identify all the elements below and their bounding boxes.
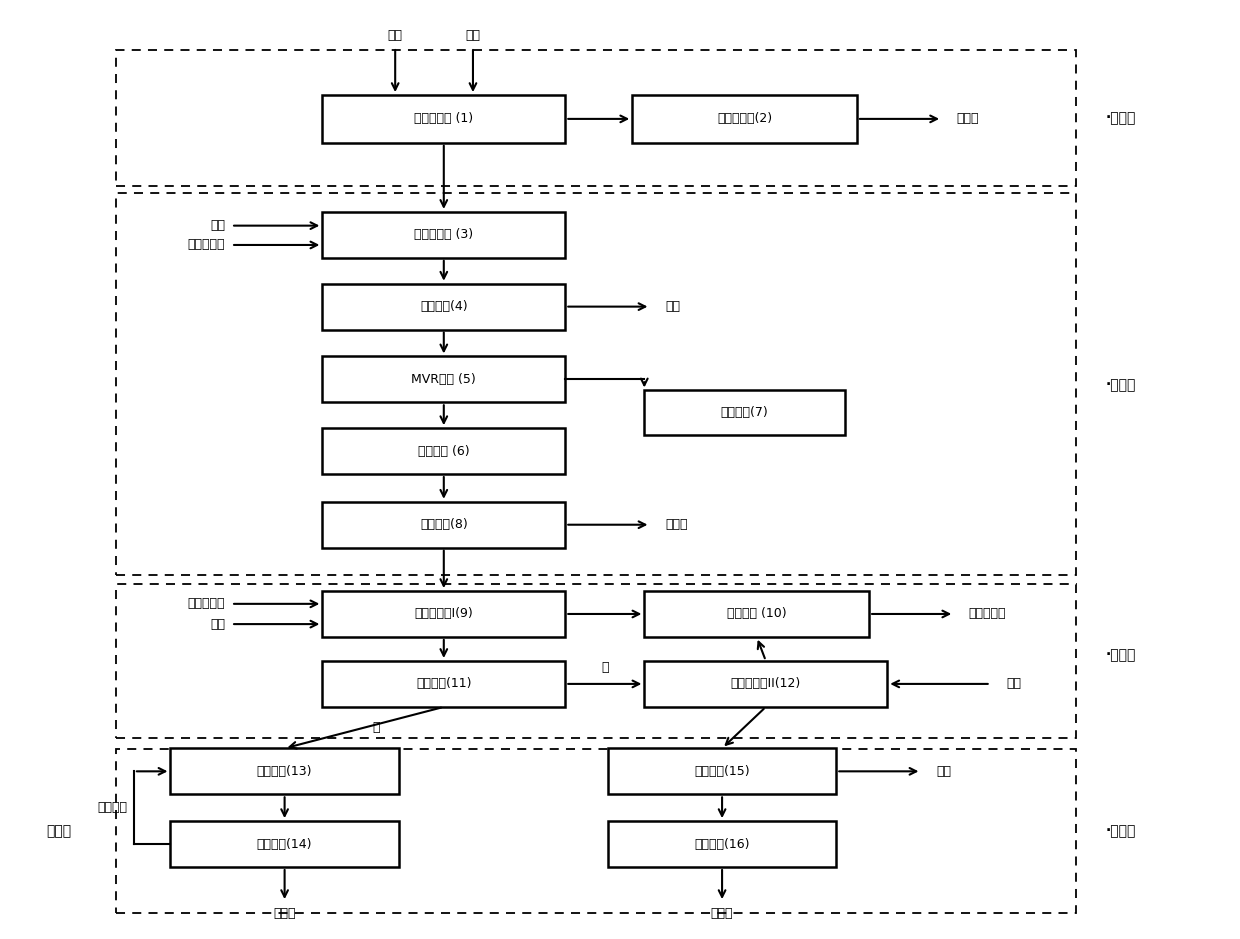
Bar xyxy=(645,661,888,707)
Bar xyxy=(322,356,565,402)
Bar xyxy=(322,661,565,707)
Bar xyxy=(645,591,869,637)
Bar xyxy=(322,428,565,474)
Text: 板框压滤(4): 板框压滤(4) xyxy=(420,300,467,313)
Text: 母液返回: 母液返回 xyxy=(98,801,128,814)
Text: 废渣: 废渣 xyxy=(665,300,680,313)
Text: 废水: 废水 xyxy=(388,29,403,41)
Text: 液: 液 xyxy=(601,661,609,674)
Text: 过滤铀沉淠(2): 过滤铀沉淠(2) xyxy=(717,113,773,126)
Bar xyxy=(645,391,844,435)
Text: MVR蒸发 (5): MVR蒸发 (5) xyxy=(412,373,476,386)
Text: 吸收气体 (10): 吸收气体 (10) xyxy=(727,608,786,621)
Text: 废渣: 废渣 xyxy=(936,765,951,777)
Bar xyxy=(115,584,1075,738)
Text: 预处理反应 (3): 预处理反应 (3) xyxy=(414,228,474,241)
Text: 三效蒸发 (6): 三效蒸发 (6) xyxy=(418,444,470,457)
Text: 碳酸钡矿粉: 碳酸钡矿粉 xyxy=(187,239,224,252)
Text: 步骤四: 步骤四 xyxy=(46,824,72,839)
Bar xyxy=(322,212,565,258)
Text: 硝酸钡: 硝酸钡 xyxy=(273,906,296,919)
Text: 沉降分离(8): 沉降分离(8) xyxy=(420,518,467,531)
Text: 硝酸钠: 硝酸钠 xyxy=(711,906,733,919)
Text: ·步骤一: ·步骤一 xyxy=(1106,111,1136,125)
Bar xyxy=(322,501,565,547)
Text: 纯碱: 纯碱 xyxy=(1007,677,1022,690)
Bar xyxy=(170,748,399,794)
Bar xyxy=(322,591,565,637)
Text: 板框压滤(15): 板框压滤(15) xyxy=(694,765,750,777)
Text: 蒸发结晶(16): 蒸发结晶(16) xyxy=(694,838,750,851)
Text: 蒸汽: 蒸汽 xyxy=(210,219,224,232)
Bar xyxy=(608,748,836,794)
Text: 沉降离心(11): 沉降离心(11) xyxy=(417,677,471,690)
Bar xyxy=(632,95,857,143)
Text: ·步骤二: ·步骤二 xyxy=(1106,377,1136,392)
Text: 臭氧: 臭氧 xyxy=(465,29,480,41)
Bar xyxy=(115,193,1075,576)
Text: 蒸汽冷凝(7): 蒸汽冷凝(7) xyxy=(720,406,769,419)
Bar xyxy=(115,50,1075,186)
Bar xyxy=(608,821,836,867)
Bar xyxy=(115,749,1075,913)
Text: ·步骤五: ·步骤五 xyxy=(1106,824,1136,839)
Text: 工业碳酸钡: 工业碳酸钡 xyxy=(187,597,224,610)
Text: ·步骤三: ·步骤三 xyxy=(1106,649,1136,662)
Text: 碳酸铵溶液: 碳酸铵溶液 xyxy=(968,608,1007,621)
Text: 硝酸钡: 硝酸钡 xyxy=(665,518,687,531)
Text: 加热: 加热 xyxy=(210,618,224,631)
Bar xyxy=(322,284,565,330)
Text: 预处理反应 (1): 预处理反应 (1) xyxy=(414,113,474,126)
Bar xyxy=(170,821,399,867)
Text: 复分解反应I(9): 复分解反应I(9) xyxy=(414,608,474,621)
Text: 冷却结晶(14): 冷却结晶(14) xyxy=(257,838,312,851)
Text: 回收铀: 回收铀 xyxy=(956,113,980,126)
Text: 固: 固 xyxy=(372,721,381,734)
Text: 溶解除杂(13): 溶解除杂(13) xyxy=(257,765,312,777)
Bar xyxy=(322,95,565,143)
Text: 复分解反应II(12): 复分解反应II(12) xyxy=(730,677,801,690)
